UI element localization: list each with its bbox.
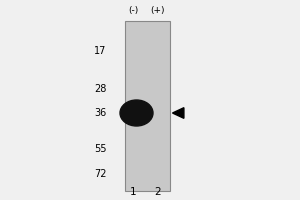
Text: 17: 17 — [94, 46, 106, 56]
Text: 55: 55 — [94, 144, 106, 154]
Text: 72: 72 — [94, 169, 106, 179]
Text: (-): (-) — [128, 6, 139, 16]
Text: 2: 2 — [154, 187, 161, 197]
Ellipse shape — [120, 100, 153, 126]
Polygon shape — [172, 108, 184, 118]
Text: 36: 36 — [94, 108, 106, 118]
Text: 28: 28 — [94, 84, 106, 94]
Bar — [124, 21, 170, 191]
Text: 1: 1 — [130, 187, 137, 197]
Text: (+): (+) — [150, 6, 165, 16]
